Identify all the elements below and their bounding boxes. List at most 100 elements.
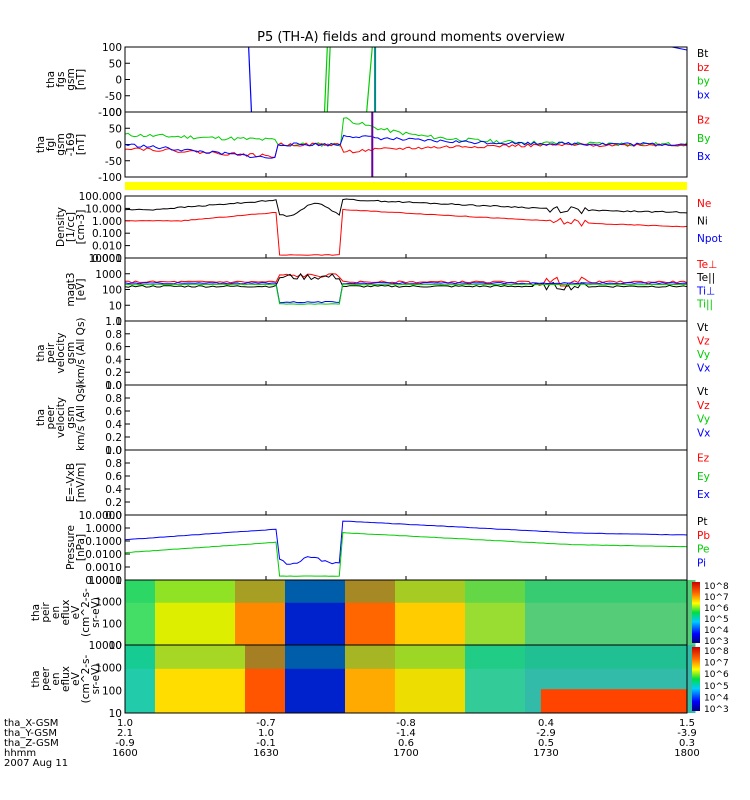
ephemeris-row-label: tha_Z-GSM (4, 738, 59, 749)
spectrogram-column (295, 645, 306, 713)
series-ni (124, 198, 688, 217)
y-tick-label: 10000 (89, 640, 122, 652)
legend-vx: Vx (697, 427, 710, 439)
y-tick-label: 100 (102, 285, 122, 297)
panel-peir_velocity: 1.00.80.60.40.20.0thapeirvelocitygsm(km/… (35, 316, 710, 392)
spectrogram-column (505, 580, 516, 645)
y-tick-label: 0.010 (92, 241, 122, 253)
spectrogram-column (355, 580, 366, 645)
y-axis-label-line: (km/s (All Qs) (75, 317, 87, 388)
spectrogram-column (225, 580, 236, 645)
panel-frame (124, 320, 688, 386)
spectrogram-column (125, 580, 136, 645)
spectrogram-lower-band (540, 689, 687, 713)
spectrogram-column (425, 645, 436, 713)
ephemeris-value: -0.1 (256, 738, 276, 749)
spectrogram-column (375, 645, 386, 713)
spectrogram-column (295, 580, 306, 645)
legend-vz: Vz (697, 400, 710, 412)
panel-fgl: 100 50 0 -50 -100 thafglgsm-169[nT] Bz By Bx (35, 107, 710, 184)
y-tick-label: 1.0 (105, 380, 122, 392)
ephemeris-value: 1.0 (117, 718, 133, 729)
spectrogram-column (375, 580, 386, 645)
y-tick-label: 1000 (95, 269, 122, 281)
spectrogram-column (275, 645, 286, 713)
y-axis-label-line: sr-eV) (90, 664, 102, 695)
y-tick-label: 0.8 (105, 393, 122, 405)
legend-bz: Bz (697, 115, 710, 127)
y-tick-label: 0.8 (105, 329, 122, 341)
y-axis-label-line: tha (30, 670, 42, 687)
spectrogram-column (265, 645, 276, 713)
legend-pt: Pt (697, 516, 707, 528)
y-tick-label: 0.4 (105, 419, 122, 431)
y-tick-label: 1.0000 (85, 523, 122, 535)
spectrogram-column (135, 645, 146, 713)
y-tick-label: 10.0000 (79, 510, 122, 522)
y-tick-label: 50 (109, 123, 122, 135)
y-tick-label: 1.0 (105, 445, 122, 457)
spectrogram-column (625, 580, 636, 645)
spectrogram-column (615, 580, 626, 645)
panel-frame (124, 449, 688, 516)
y-tick-label: 10 (109, 640, 122, 652)
spectrogram-column (515, 580, 526, 645)
legend-pb: Pb (697, 530, 710, 542)
y-tick-label: 0.1000 (85, 536, 122, 548)
spectrogram-column (525, 645, 536, 713)
legend-npot: Npot (697, 233, 722, 245)
spectrogram-column (665, 645, 676, 713)
ephemeris-value: -2.9 (536, 728, 556, 739)
y-axis-label-line: gsm (65, 342, 77, 364)
y-axis-label-line: fgl (45, 138, 57, 151)
y-tick-label: 0.001 (92, 253, 122, 265)
spectrogram-column (495, 580, 506, 645)
legend-te||: Te|| (696, 272, 715, 284)
spectrogram-column (315, 645, 326, 713)
y-axis-label: Density[1/cc][cm-3] (55, 207, 87, 247)
y-tick-label: 50 (109, 58, 122, 70)
y-tick-label: 1000 (95, 597, 122, 609)
y-tick-label: -100 (98, 107, 122, 119)
y-tick-label: 0.2 (105, 367, 122, 379)
y-axis-label-line: (cm^2-s- (80, 654, 92, 703)
legend-ez: Ez (697, 453, 710, 465)
y-axis-label-line: magt3 (65, 272, 77, 306)
spectrogram-column (485, 580, 496, 645)
spectrogram-column (495, 645, 506, 713)
spectrogram-column (635, 645, 646, 713)
spectrogram-column (555, 645, 566, 713)
y-axis-label-line: tha (45, 71, 57, 88)
colorbar-label: 10^7 (704, 593, 729, 603)
y-axis-label-line: Pressure (65, 525, 77, 570)
spectrogram-column (255, 580, 266, 645)
colorbar-label: 10^7 (704, 659, 729, 669)
y-axis-label-line: eV (70, 671, 82, 685)
y-tick-label: 0.6 (105, 471, 122, 483)
y-tick-label: 0.8 (105, 458, 122, 470)
y-tick-label: 100 (102, 618, 122, 630)
spectrogram-column (685, 645, 696, 713)
legend-by: by (697, 76, 710, 88)
y-axis-label-line: tha (30, 604, 42, 621)
y-axis-label-line: [nT] (75, 69, 87, 90)
spectrogram-column (195, 645, 206, 713)
legend-bt: Bt (697, 48, 708, 60)
legend-by: By (697, 133, 710, 145)
spectrogram-column (585, 580, 596, 645)
legend-vx: Vx (697, 363, 710, 375)
spectrogram-column (535, 645, 546, 713)
spectrogram-column (515, 645, 526, 713)
legend-vy: Vy (697, 349, 710, 361)
y-tick-label: 0 (115, 140, 122, 152)
colorbar-label: 10^3 (704, 637, 729, 647)
y-tick-label: 1 (115, 316, 122, 328)
y-axis-label-line: eV (70, 605, 82, 619)
spectrogram-column (565, 645, 576, 713)
legend-pe: Pe (697, 544, 709, 556)
y-tick-label: 10 (109, 300, 122, 312)
legend-bz: bz (697, 62, 710, 74)
